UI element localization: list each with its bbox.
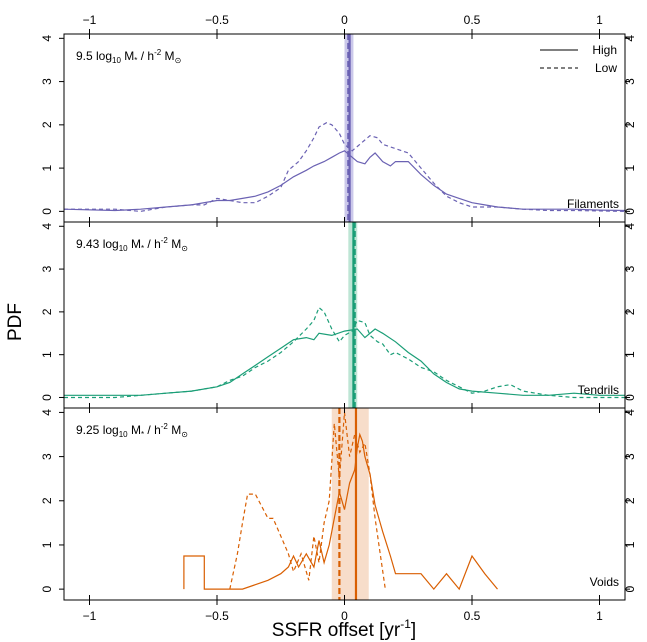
series-low [229,412,386,590]
mass-annotation: 9.25 log10 M* / h-2 M⊙ [76,422,188,439]
y-tick-label-right: 1 [623,164,637,171]
mass-annotation: 9.43 log10 M* / h-2 M⊙ [76,236,188,253]
panel-tendrils: 0 0 1 1 2 2 3 3 4 4 Tendrils 9.43 log10 M* / h-2 M⊙ [40,221,637,409]
y-tick-label: 0 [40,585,54,592]
y-tick-label-right: 2 [623,121,637,128]
y-tick-label-right: 4 [623,35,637,42]
legend-label-high: High [592,43,617,57]
y-tick-label: 4 [40,35,54,42]
y-tick-label-right: 3 [623,265,637,272]
y-tick-label: 2 [40,497,54,504]
y-tick-label: 0 [40,394,54,401]
y-tick-label: 3 [40,453,54,460]
plot-layer: 0 0 1 1 2 2 3 3 4 4 Filaments 9.5 log10 M* / h-2 M⊙… [40,13,637,623]
y-tick-label-right: 2 [623,497,637,504]
x-tick-label-top: 1 [596,13,603,27]
x-tick-label: 0.5 [464,609,481,623]
y-tick-label-right: 0 [623,585,637,592]
legend: High Low [540,43,617,75]
y-axis-label: PDF [5,303,26,341]
x-tick-label-top: 0.5 [464,13,481,27]
y-tick-label-right: 0 [623,394,637,401]
y-tick-label-right: 2 [623,308,637,315]
series-low [64,122,626,213]
y-tick-label-right: 1 [623,541,637,548]
panel-name-label: Filaments [567,197,619,211]
y-tick-label-right: 4 [623,223,637,230]
panel-name-label: Voids [590,575,619,589]
legend-label-low: Low [595,61,617,75]
y-tick-label: 2 [40,121,54,128]
panel-voids: 0 0 1 1 2 2 3 3 4 4 Voids 9.25 log10 M* / h-2 M⊙ [40,407,637,601]
panel-filaments: 0 0 1 1 2 2 3 3 4 4 Filaments 9.5 log10 M* / h-2 M⊙ [40,33,637,223]
series-high [64,328,625,396]
panel-name-label: Tendrils [578,383,619,397]
y-tick-label-right: 3 [623,78,637,85]
y-tick-label-right: 0 [623,208,637,215]
y-tick-label: 2 [40,308,54,315]
y-tick-label-right: 3 [623,453,637,460]
y-tick-label: 1 [40,351,54,358]
y-tick-label: 4 [40,223,54,230]
x-tick-label: −0.5 [205,609,229,623]
y-tick-label: 4 [40,409,54,416]
x-tick-label-top: 0 [341,13,348,27]
x-tick-label: 0 [341,609,348,623]
x-tick-label-top: −0.5 [205,13,229,27]
y-tick-label: 1 [40,541,54,548]
y-tick-label: 3 [40,265,54,272]
x-axis-label: SSFR offset [yr-1] [272,617,416,641]
x-tick-label-top: −1 [83,13,97,27]
y-tick-label: 1 [40,164,54,171]
series-high [63,150,626,212]
x-tick-label: −1 [83,609,97,623]
y-tick-label-right: 4 [623,409,637,416]
mass-annotation: 9.5 log10 M* / h-2 M⊙ [76,48,181,65]
y-tick-label-right: 1 [623,351,637,358]
y-tick-label: 0 [40,208,54,215]
series-low [64,306,625,399]
x-tick-label: 1 [596,609,603,623]
y-tick-label: 3 [40,78,54,85]
